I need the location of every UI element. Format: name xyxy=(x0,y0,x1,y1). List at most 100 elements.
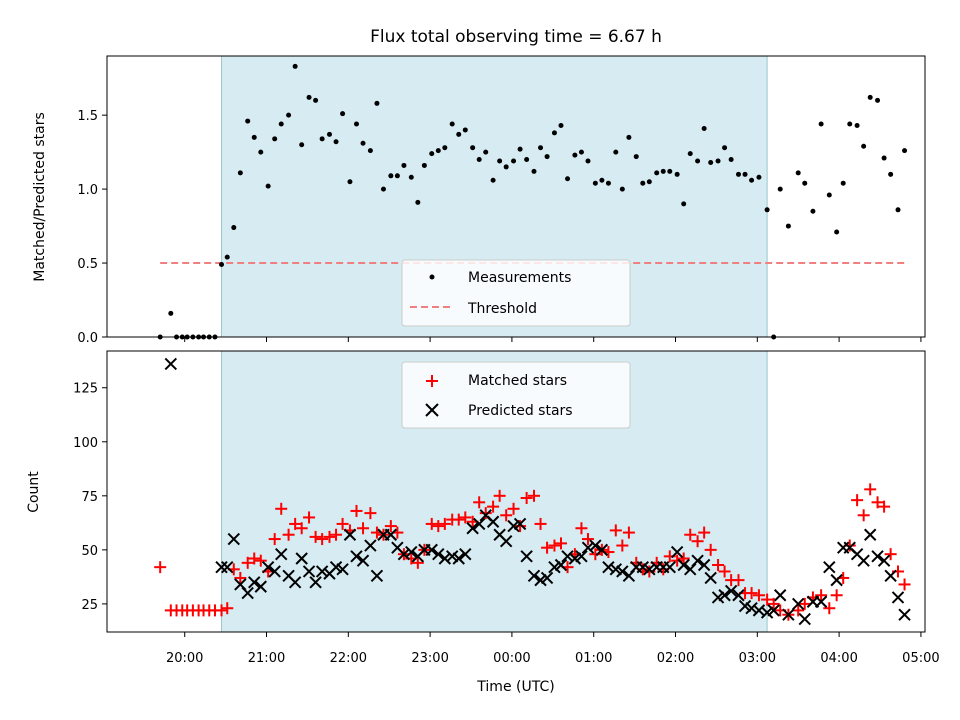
matched-star-point xyxy=(479,507,492,520)
predicted-star-point xyxy=(554,558,568,572)
matched-star-point xyxy=(452,513,465,526)
measurement-point xyxy=(224,254,230,260)
measurement-point xyxy=(490,177,496,183)
predicted-star-point xyxy=(466,522,479,535)
predicted-star-point xyxy=(350,550,363,563)
matched-star-point xyxy=(864,483,877,496)
bottom-x-tick-label: 20:00 xyxy=(166,651,203,666)
matched-star-point xyxy=(316,533,329,546)
measurement-point xyxy=(408,174,414,180)
matched-star-point xyxy=(718,565,731,578)
bottom-y-tick-label: 75 xyxy=(81,490,98,505)
matched-star-point xyxy=(350,504,363,517)
top-y-tick-label: 0.5 xyxy=(77,257,98,272)
matched-star-point xyxy=(684,528,697,541)
measurement-point xyxy=(524,157,530,163)
matched-star-point xyxy=(609,524,622,537)
predicted-star-point xyxy=(814,595,828,608)
measurement-point xyxy=(251,134,257,140)
measurement-point xyxy=(695,158,701,164)
measurement-point xyxy=(861,143,867,149)
matched-star-point xyxy=(878,500,891,513)
matched-star-point xyxy=(898,578,911,591)
top-x-ticks xyxy=(184,337,922,342)
measurement-point xyxy=(306,94,312,100)
predicted-star-point xyxy=(891,591,905,604)
predicted-star-point xyxy=(602,560,615,574)
top-legend-box xyxy=(401,259,631,327)
measurement-point xyxy=(810,208,816,214)
predicted-star-point xyxy=(356,554,370,567)
matched-star-point xyxy=(761,593,774,606)
measurement-point xyxy=(619,186,625,192)
predicted-star-point xyxy=(527,569,541,583)
measurement-point xyxy=(785,223,791,229)
predicted-star-point xyxy=(745,602,758,615)
predicted-star-point xyxy=(302,565,316,578)
top-legend: Measurements Threshold xyxy=(401,259,631,327)
measurement-point xyxy=(687,151,693,157)
measurement-point xyxy=(456,131,462,137)
matched-star-point xyxy=(275,502,288,515)
predicted-star-point xyxy=(384,528,398,541)
measurement-point xyxy=(265,183,271,189)
matched-star-point xyxy=(752,589,765,602)
measurement-point xyxy=(875,97,881,103)
measurement-point xyxy=(326,131,332,137)
predicted-stars-series xyxy=(164,357,911,626)
matched-star-point xyxy=(732,574,745,587)
measurement-point xyxy=(654,170,660,176)
predicted-star-point xyxy=(370,569,384,583)
measurement-point xyxy=(701,125,707,131)
predicted-star-point xyxy=(732,589,745,602)
bottom-axes-frame xyxy=(106,350,926,633)
bottom-legend: Matched stars Predicted stars xyxy=(401,361,631,429)
measurement-point xyxy=(847,121,853,127)
predicted-star-point xyxy=(215,560,228,574)
matched-star-point xyxy=(241,556,254,569)
measurement-point xyxy=(380,186,386,192)
predicted-star-point xyxy=(540,571,554,585)
measurement-point xyxy=(551,130,557,136)
bottom-x-tick-label: 22:00 xyxy=(330,651,367,666)
matched-star-point xyxy=(254,554,267,567)
measurement-point xyxy=(681,201,687,207)
matched-star-point xyxy=(459,511,472,524)
bottom-x-tick-label: 05:00 xyxy=(902,651,939,666)
matched-star-point xyxy=(432,520,445,533)
legend-predicted-label: Predicted stars xyxy=(468,403,573,419)
bottom-y-axis-label: Count xyxy=(26,471,42,513)
matched-star-point xyxy=(487,500,500,513)
bottom-legend-box xyxy=(401,361,631,429)
predicted-star-point xyxy=(164,357,178,371)
matched-star-point xyxy=(548,539,561,552)
predicted-star-point xyxy=(315,565,329,578)
top-panel: 0.0 0.5 1.0 1.5 Matched/Predicted stars Mea… xyxy=(32,55,926,346)
measurement-point xyxy=(826,192,832,198)
matched-star-point xyxy=(541,541,554,554)
measurement-point xyxy=(353,121,359,127)
measurement-point xyxy=(278,121,284,127)
matched-star-point xyxy=(357,522,370,535)
matched-star-point xyxy=(336,517,349,530)
measurement-point xyxy=(503,164,509,170)
bottom-y-tick-label: 25 xyxy=(81,598,98,613)
predicted-star-point xyxy=(343,528,357,541)
predicted-star-point xyxy=(884,569,897,583)
matched-star-point xyxy=(871,496,884,509)
matched-star-point xyxy=(493,489,506,502)
measurement-point xyxy=(292,63,298,69)
top-y-axis-label: Matched/Predicted stars xyxy=(32,112,48,282)
measurement-point xyxy=(818,121,824,127)
measurement-point xyxy=(388,173,394,179)
predicted-star-point xyxy=(405,545,418,559)
measurement-point xyxy=(749,177,755,183)
predicted-star-point xyxy=(774,589,787,602)
measurement-point xyxy=(429,151,435,157)
predicted-star-point xyxy=(575,550,588,563)
measurements-series xyxy=(157,63,908,340)
measurement-point xyxy=(319,136,325,142)
legend-measurements-marker xyxy=(429,274,435,280)
predicted-star-point xyxy=(425,543,438,557)
